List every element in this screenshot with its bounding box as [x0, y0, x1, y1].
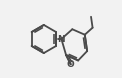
Text: O: O [67, 60, 75, 69]
Text: N: N [58, 34, 65, 44]
